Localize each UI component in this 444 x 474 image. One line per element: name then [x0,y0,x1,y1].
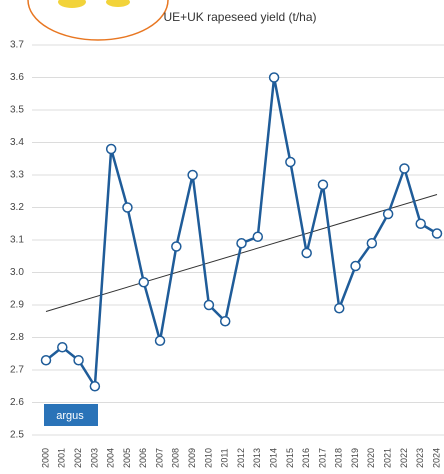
y-tick-label: 3.3 [10,170,24,181]
decor-flower [58,0,86,8]
x-tick-label: 2001 [57,448,67,468]
point [236,238,247,249]
x-tick-label: 2017 [317,448,327,468]
y-tick-label: 3.7 [10,40,24,51]
chart-title: UE+UK rapeseed yield (t/ha) [163,10,316,24]
point [187,169,198,181]
x-tick-label: 2016 [301,448,311,468]
point [40,355,52,366]
point [138,277,149,288]
point [154,335,166,346]
decor-flower [106,0,130,7]
point [268,72,280,83]
x-tick-label: 2024 [431,448,441,468]
x-tick-label: 2015 [285,448,295,468]
point [431,228,443,239]
x-tick-label: 2000 [40,448,50,468]
point [203,299,215,311]
y-tick-label: 3.2 [10,202,24,213]
x-tick-label: 2004 [106,448,116,468]
x-tick-label: 2005 [122,448,132,468]
x-tick-label: 2013 [252,448,262,468]
point [334,303,345,314]
x-tick-label: 2011 [220,448,230,467]
point [285,156,296,168]
point [122,202,133,213]
y-tick-label: 2.8 [10,332,24,343]
y-tick-label: 3.4 [10,137,24,148]
x-tick-label: 2009 [187,448,197,468]
x-tick-label: 2008 [171,448,181,468]
x-tick-label: 2018 [334,448,344,468]
y-tick-label: 2.6 [10,397,24,408]
y-tick-label: 2.9 [10,300,24,311]
point [89,381,101,392]
point [366,238,378,249]
y-tick-label: 3.6 [10,72,24,83]
point [301,247,312,259]
x-tick-label: 2014 [268,448,278,468]
logo-box [44,404,98,426]
point [382,208,394,220]
point [350,260,361,272]
y-tick-label: 2.7 [10,365,24,376]
point [317,179,329,190]
x-tick-label: 2019 [350,448,360,468]
point [219,316,231,327]
y-tick-label: 3.1 [10,235,24,246]
logo: argus [56,410,84,422]
x-tick-label: 2003 [89,448,99,468]
point [105,143,117,155]
x-tick-label: 2007 [154,448,164,468]
series-line [45,77,438,391]
point [252,231,264,242]
x-tick-label: 2023 [415,448,425,468]
y-tick-label: 3.5 [10,105,24,116]
x-tick-label: 2020 [366,448,376,468]
trend-line [45,194,438,312]
x-tick-label: 2002 [73,448,83,468]
x-tick-label: 2012 [236,448,246,468]
point [171,241,182,252]
x-tick-label: 2021 [383,448,393,468]
y-tick-label: 2.5 [10,430,24,441]
point [415,218,426,229]
x-tick-label: 2006 [138,448,148,468]
y-tick-label: 3.0 [10,267,24,278]
x-tick-label: 2010 [203,448,213,468]
decor-circle [27,0,169,41]
point [73,355,84,366]
x-tick-label: 2022 [399,448,409,468]
point [57,342,68,353]
point [399,163,410,174]
